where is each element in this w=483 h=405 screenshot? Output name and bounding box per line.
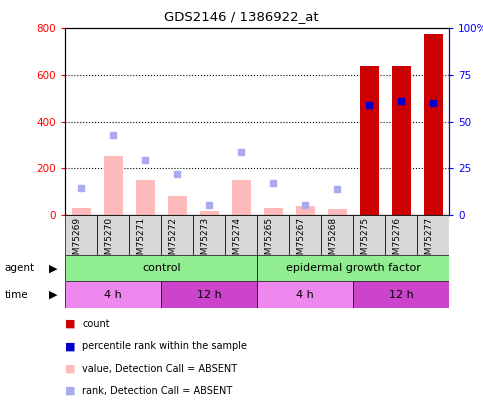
Bar <box>353 281 449 308</box>
Bar <box>65 255 257 281</box>
Text: ■: ■ <box>65 319 76 329</box>
Bar <box>232 180 251 215</box>
Bar <box>97 215 129 255</box>
Bar <box>321 215 353 255</box>
Point <box>173 171 181 177</box>
Text: ▶: ▶ <box>49 290 58 300</box>
Text: count: count <box>82 319 110 329</box>
Bar <box>71 208 91 215</box>
Text: GSM75265: GSM75265 <box>264 217 273 266</box>
Point <box>301 202 309 209</box>
Bar <box>161 281 257 308</box>
Text: GSM75267: GSM75267 <box>296 217 305 266</box>
Point <box>237 149 245 155</box>
Bar <box>392 66 411 215</box>
Bar <box>359 66 379 215</box>
Text: GSM75273: GSM75273 <box>200 217 209 266</box>
Bar <box>257 215 289 255</box>
Bar <box>199 211 219 215</box>
Text: ■: ■ <box>65 341 76 351</box>
Bar <box>193 215 225 255</box>
Text: GSM75270: GSM75270 <box>104 217 113 266</box>
Bar <box>129 215 161 255</box>
Text: 4 h: 4 h <box>297 290 314 300</box>
Text: GSM75277: GSM75277 <box>424 217 433 266</box>
Bar <box>168 196 187 215</box>
Point <box>429 100 437 106</box>
Text: value, Detection Call = ABSENT: value, Detection Call = ABSENT <box>82 364 237 373</box>
Point <box>142 157 149 163</box>
Bar <box>327 209 347 215</box>
Text: ■: ■ <box>65 386 76 396</box>
Bar <box>225 215 257 255</box>
Bar <box>289 215 321 255</box>
Text: ■: ■ <box>65 364 76 373</box>
Text: GSM75276: GSM75276 <box>392 217 401 266</box>
Bar <box>103 156 123 215</box>
Point <box>398 97 405 104</box>
Text: GSM75269: GSM75269 <box>72 217 81 266</box>
Text: agent: agent <box>5 263 35 273</box>
Text: ▶: ▶ <box>49 263 58 273</box>
Bar <box>161 215 193 255</box>
Bar <box>296 207 315 215</box>
Point <box>333 186 341 192</box>
Bar <box>353 215 385 255</box>
Point <box>77 185 85 191</box>
Bar <box>417 215 449 255</box>
Text: GSM75272: GSM75272 <box>168 217 177 266</box>
Bar <box>424 34 443 215</box>
Bar <box>65 281 161 308</box>
Bar <box>385 215 417 255</box>
Text: 12 h: 12 h <box>389 290 413 300</box>
Point <box>270 180 277 186</box>
Text: epidermal growth factor: epidermal growth factor <box>286 263 421 273</box>
Text: GDS2146 / 1386922_at: GDS2146 / 1386922_at <box>164 10 319 23</box>
Text: GSM75274: GSM75274 <box>232 217 241 266</box>
Bar <box>257 255 449 281</box>
Text: time: time <box>5 290 28 300</box>
Text: percentile rank within the sample: percentile rank within the sample <box>82 341 247 351</box>
Text: 4 h: 4 h <box>104 290 122 300</box>
Text: rank, Detection Call = ABSENT: rank, Detection Call = ABSENT <box>82 386 232 396</box>
Bar <box>264 208 283 215</box>
Text: GSM75275: GSM75275 <box>360 217 369 266</box>
Bar <box>136 180 155 215</box>
Point <box>109 132 117 139</box>
Point <box>365 102 373 109</box>
Text: control: control <box>142 263 181 273</box>
Text: GSM75271: GSM75271 <box>136 217 145 266</box>
Bar <box>257 281 353 308</box>
Bar <box>65 215 97 255</box>
Point <box>205 202 213 209</box>
Text: GSM75268: GSM75268 <box>328 217 337 266</box>
Text: 12 h: 12 h <box>197 290 222 300</box>
